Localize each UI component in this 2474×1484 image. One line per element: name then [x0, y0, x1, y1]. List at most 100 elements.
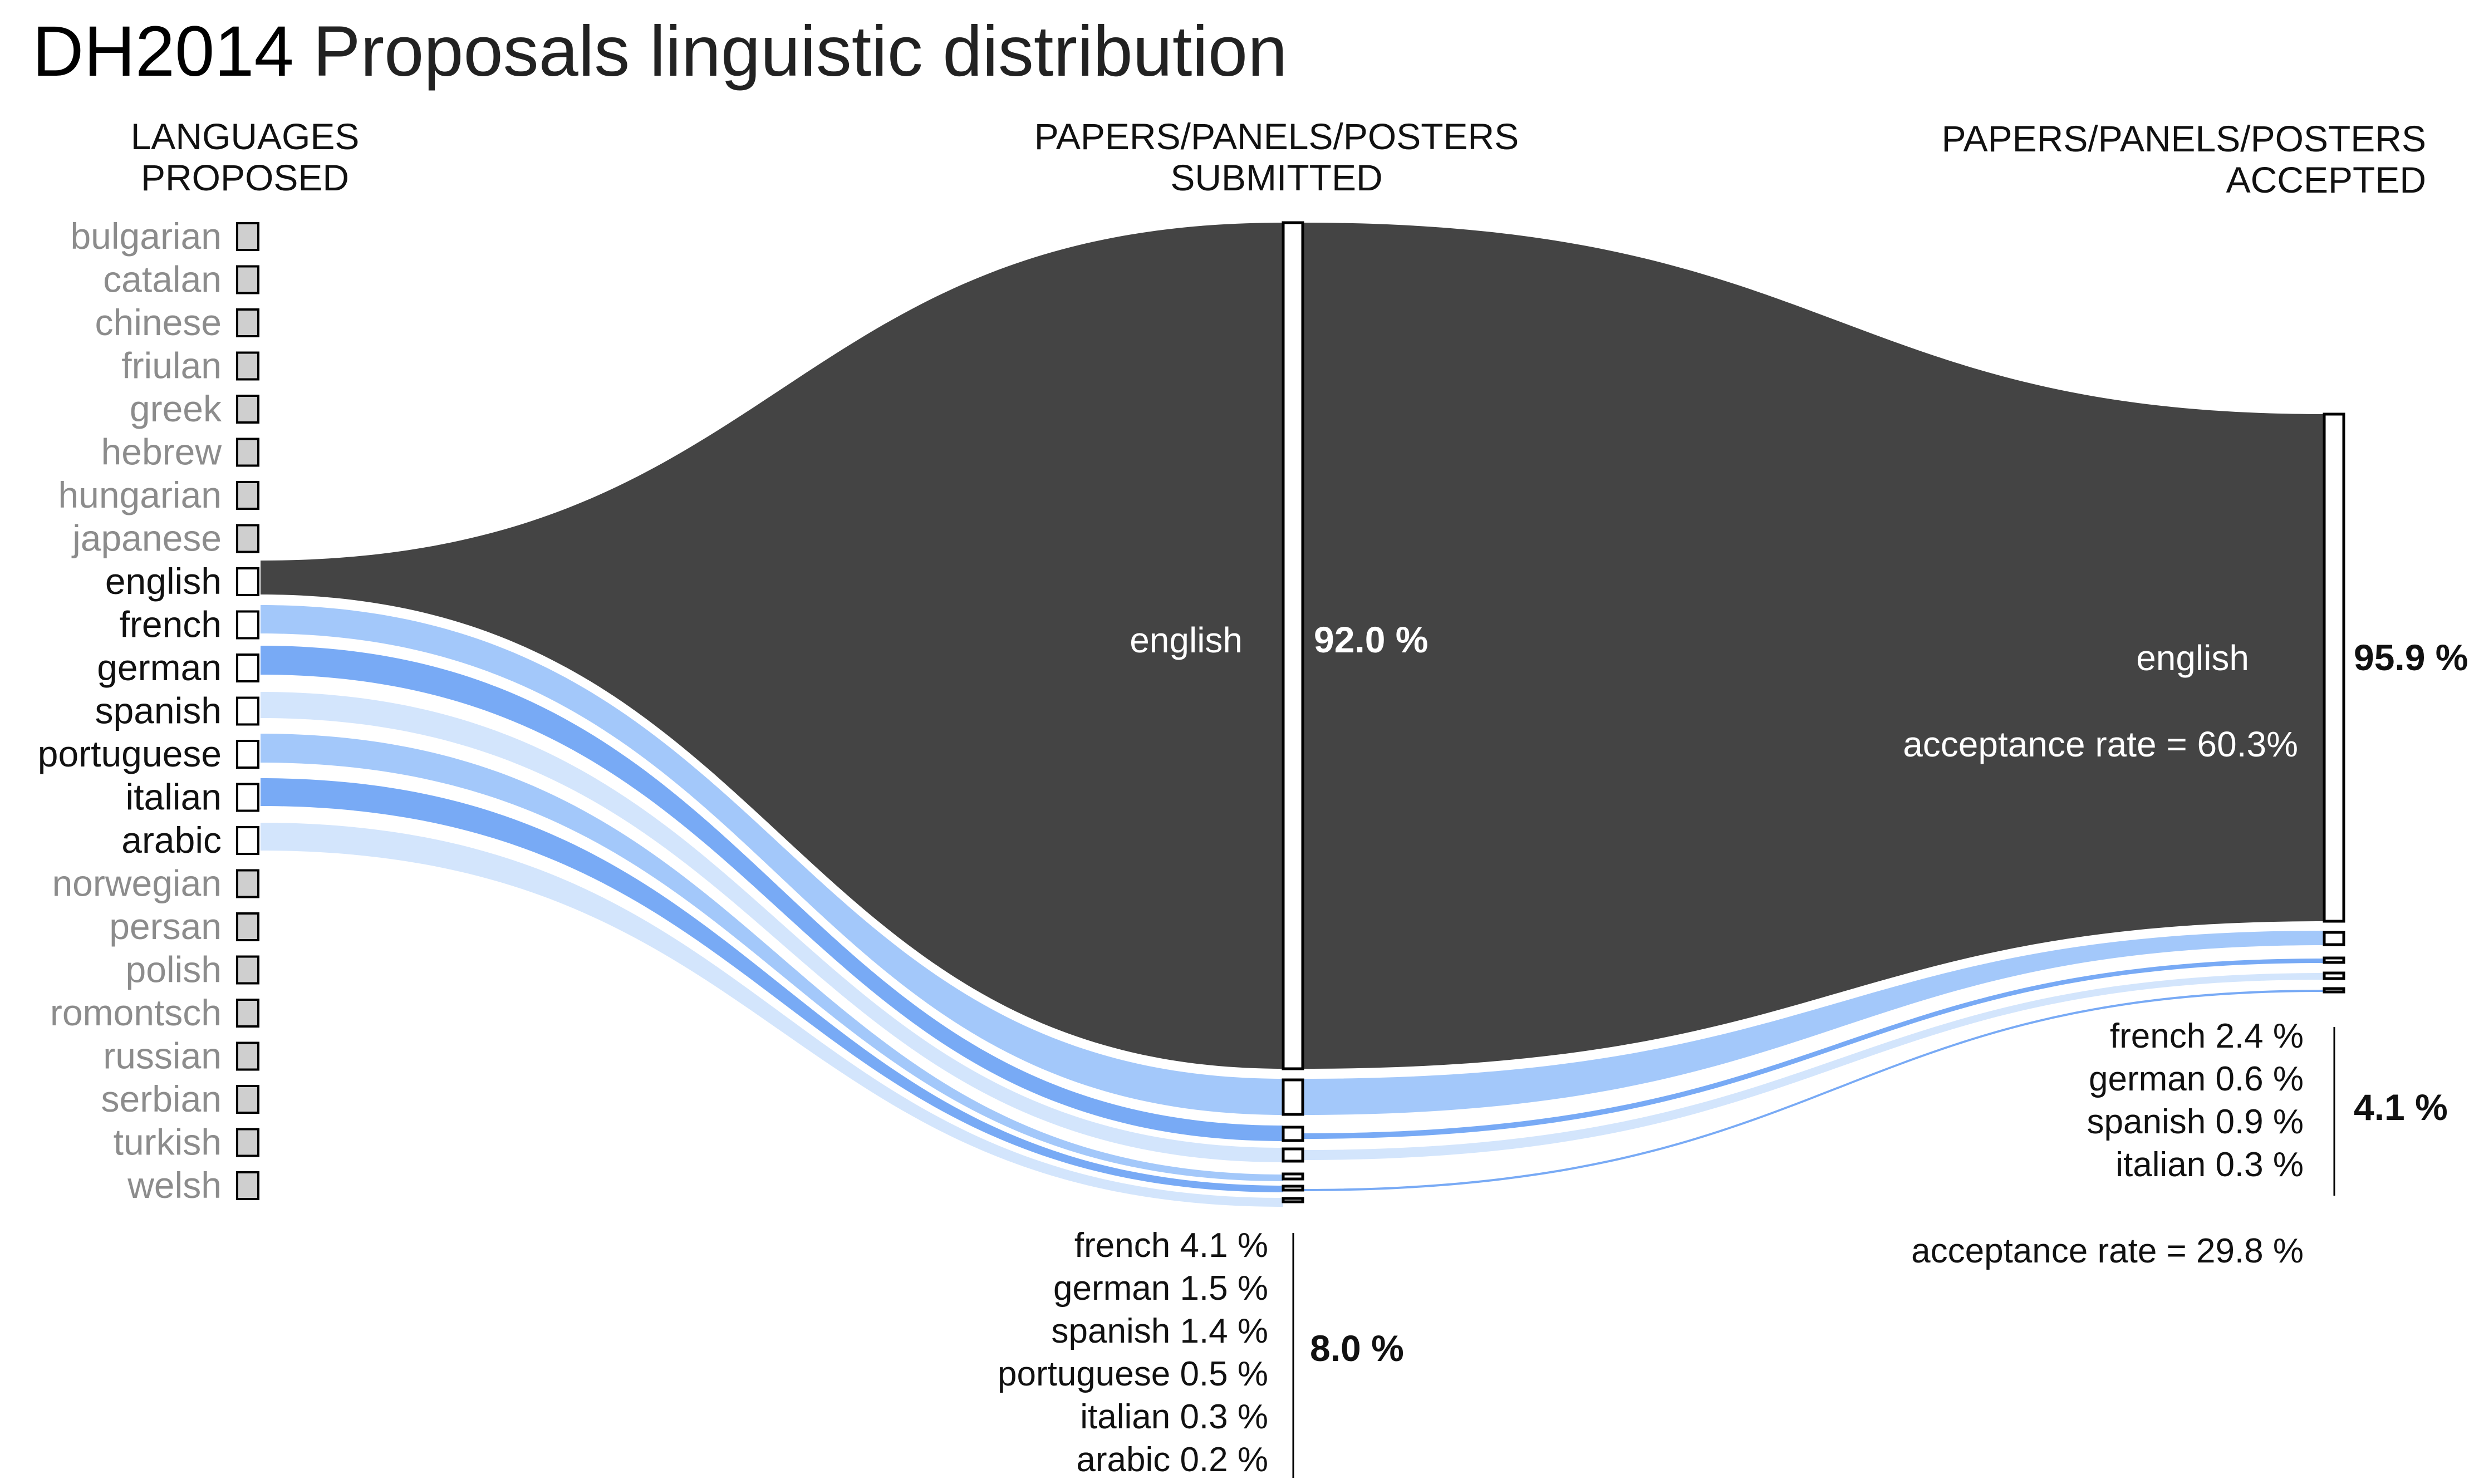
accepted-others-pct: 4.1 % — [2354, 1087, 2448, 1128]
language-node — [236, 481, 259, 510]
language-label: norwegian — [52, 863, 222, 904]
language-label: arabic — [121, 819, 222, 861]
language-label: italian — [126, 777, 222, 818]
language-label: hungarian — [58, 474, 222, 515]
node-portuguese-submitted — [1282, 1172, 1304, 1181]
title-rest: Proposals linguistic distribution — [313, 12, 1287, 91]
language-node — [236, 653, 259, 682]
flow-french-submitted — [261, 605, 1283, 1115]
language-node — [236, 222, 259, 251]
language-label: japanese — [71, 518, 222, 559]
language-node — [236, 955, 259, 985]
flow-spanish-submitted — [261, 692, 1283, 1162]
submitted-english-pct: 92.0 % — [1314, 619, 1428, 660]
node-spanish-accepted — [2323, 971, 2345, 980]
submitted-english-label: english — [1130, 620, 1243, 660]
node-arabic-submitted — [1282, 1197, 1304, 1203]
submitted-nodes — [1282, 221, 1304, 1203]
node-french-accepted — [2323, 931, 2345, 946]
language-node — [236, 740, 259, 769]
column-heading-languages: LANGUAGES PROPOSED — [131, 116, 360, 198]
language-label: polish — [126, 949, 222, 990]
column-heading-accepted: PAPERS/PANELS/POSTERS ACCEPTED — [1941, 118, 2426, 200]
language-node — [236, 265, 259, 294]
language-node — [236, 1171, 259, 1200]
language-node — [236, 524, 259, 553]
language-label: chinese — [95, 302, 222, 343]
language-list: bulgariancatalanchinesefriulangreekhebre… — [38, 215, 259, 1206]
language-node — [236, 1128, 259, 1157]
language-node — [236, 610, 259, 640]
heading-line: PAPERS/PANELS/POSTERS — [1941, 118, 2426, 159]
heading-line: PAPERS/PANELS/POSTERS — [1034, 116, 1519, 157]
breakdown-item: arabic 0.2 % — [1076, 1441, 1268, 1479]
language-node — [236, 351, 259, 381]
flow-portuguese-submitted — [261, 734, 1283, 1181]
submitted-others-pct: 8.0 % — [1310, 1328, 1404, 1369]
language-node — [236, 999, 259, 1028]
language-node — [236, 912, 259, 941]
node-italian-submitted — [1282, 1185, 1304, 1192]
language-node — [236, 1085, 259, 1114]
node-italian-accepted — [2323, 987, 2345, 994]
breakdown-item: italian 0.3 % — [2115, 1146, 2304, 1184]
flow-italian-submitted — [261, 778, 1283, 1192]
breakdown-item: spanish 1.4 % — [1052, 1312, 1268, 1350]
flow-german-submitted — [261, 646, 1283, 1141]
breakdown-item: german 0.6 % — [2089, 1060, 2304, 1098]
accepted-english-acceptance: acceptance rate = 60.3% — [1903, 724, 2298, 764]
language-node — [236, 783, 259, 812]
heading-line: SUBMITTED — [1170, 157, 1382, 198]
accepted-breakdown: french 2.4 % german 0.6 % spanish 0.9 % ita… — [2087, 1017, 2335, 1196]
column-heading-submitted: PAPERS/PANELS/POSTERS SUBMITTED — [1034, 116, 1519, 198]
language-node — [236, 308, 259, 337]
language-label: russian — [103, 1035, 222, 1077]
node-english-accepted — [2323, 412, 2345, 923]
flow-english-accepted — [1303, 223, 2324, 1069]
language-node — [236, 438, 259, 467]
breakdown-item: french 4.1 % — [1074, 1226, 1268, 1265]
language-label: bulgarian — [70, 215, 222, 257]
language-node — [236, 696, 259, 726]
breakdown-item: spanish 0.9 % — [2087, 1103, 2304, 1141]
language-label: serbian — [101, 1078, 222, 1119]
breakdown-item: portuguese 0.5 % — [998, 1355, 1268, 1393]
language-label: portuguese — [38, 733, 222, 774]
submitted-breakdown: french 4.1 % german 1.5 % spanish 1.4 % por… — [998, 1226, 1294, 1479]
language-label: welsh — [127, 1164, 222, 1206]
flow-english-submitted — [261, 223, 1283, 1069]
node-german-accepted — [2323, 956, 2345, 964]
breakdown-item: italian 0.3 % — [1080, 1398, 1268, 1436]
language-label: french — [120, 604, 222, 645]
language-label: english — [105, 561, 222, 602]
diagram-title: DH2014 Proposals linguistic distribution — [32, 12, 1287, 91]
flow-arabic-submitted — [261, 823, 1283, 1207]
language-label: greek — [130, 388, 222, 429]
language-node — [236, 567, 259, 596]
heading-line: ACCEPTED — [2226, 159, 2426, 200]
heading-line: LANGUAGES — [131, 116, 360, 157]
language-label: romontsch — [50, 992, 222, 1033]
accepted-others-acceptance: acceptance rate = 29.8 % — [1911, 1232, 2304, 1270]
title-bold: DH2014 — [32, 12, 294, 91]
breakdown-item: german 1.5 % — [1053, 1269, 1268, 1308]
language-label: persan — [109, 906, 222, 947]
node-english-submitted — [1282, 221, 1304, 1070]
language-node — [236, 1041, 259, 1071]
language-label: hebrew — [101, 431, 222, 473]
heading-line: PROPOSED — [141, 157, 349, 198]
language-node — [236, 826, 259, 855]
node-spanish-submitted — [1282, 1147, 1304, 1163]
accepted-nodes — [2323, 412, 2345, 994]
node-french-submitted — [1282, 1078, 1304, 1116]
language-label: spanish — [95, 690, 222, 731]
language-node — [236, 869, 259, 898]
flow-group — [261, 223, 2324, 1207]
language-label: german — [97, 647, 222, 688]
language-label: catalan — [103, 259, 222, 300]
language-node — [236, 395, 259, 424]
language-label: friulan — [121, 345, 222, 386]
accepted-english-pct: 95.9 % — [2354, 637, 2468, 678]
language-label: turkish — [114, 1122, 222, 1163]
